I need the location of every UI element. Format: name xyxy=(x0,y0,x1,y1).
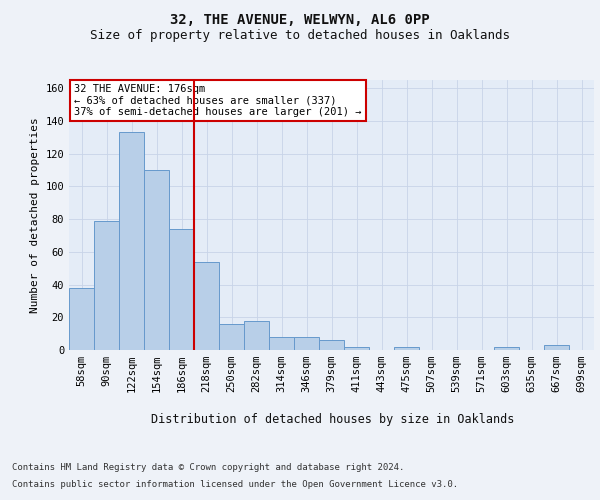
Y-axis label: Number of detached properties: Number of detached properties xyxy=(30,117,40,313)
Bar xyxy=(494,346,519,350)
Bar xyxy=(219,324,244,350)
Text: 32 THE AVENUE: 176sqm
← 63% of detached houses are smaller (337)
37% of semi-det: 32 THE AVENUE: 176sqm ← 63% of detached … xyxy=(74,84,362,117)
Bar xyxy=(269,337,294,350)
Bar xyxy=(94,220,119,350)
Text: Distribution of detached houses by size in Oaklands: Distribution of detached houses by size … xyxy=(151,412,515,426)
Bar xyxy=(344,346,369,350)
Text: 32, THE AVENUE, WELWYN, AL6 0PP: 32, THE AVENUE, WELWYN, AL6 0PP xyxy=(170,12,430,26)
Bar xyxy=(294,337,319,350)
Bar xyxy=(544,345,569,350)
Text: Contains public sector information licensed under the Open Government Licence v3: Contains public sector information licen… xyxy=(12,480,458,489)
Text: Contains HM Land Registry data © Crown copyright and database right 2024.: Contains HM Land Registry data © Crown c… xyxy=(12,462,404,471)
Bar xyxy=(119,132,144,350)
Bar xyxy=(194,262,219,350)
Bar xyxy=(144,170,169,350)
Bar xyxy=(69,288,94,350)
Text: Size of property relative to detached houses in Oaklands: Size of property relative to detached ho… xyxy=(90,29,510,42)
Bar xyxy=(244,320,269,350)
Bar xyxy=(394,346,419,350)
Bar xyxy=(169,229,194,350)
Bar xyxy=(319,340,344,350)
